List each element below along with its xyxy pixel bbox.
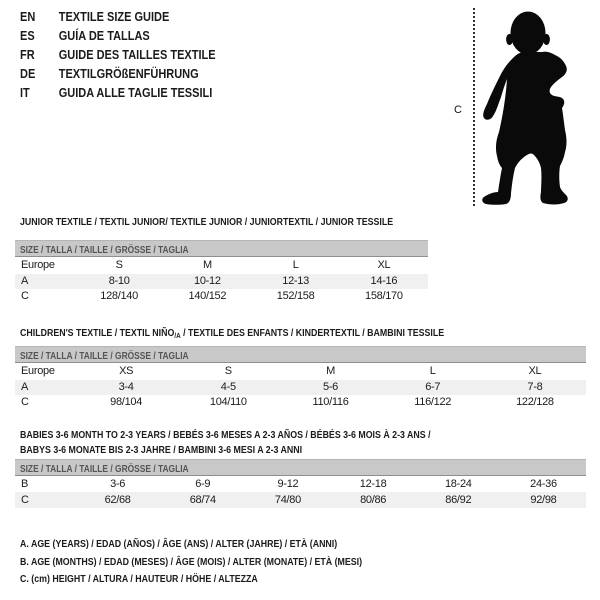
table-cell: 158/170 — [365, 290, 403, 302]
size-header-bar: SIZE / TALLA / TAILLE / GRÖSSE / TAGLIA — [15, 346, 586, 363]
table-cell: 9-12 — [277, 478, 299, 490]
language-row: IT GUIDA ALLE TAGLIE TESSILI — [20, 84, 216, 103]
language-code: EN — [20, 10, 36, 24]
height-measure-dotted-line — [473, 8, 475, 206]
size-column-header: S — [115, 259, 123, 271]
size-header-text: SIZE / TALLA / TAILLE / GRÖSSE / TAGLIA — [20, 245, 189, 256]
junior-table-title-text: JUNIOR TEXTILE / TEXTIL JUNIOR/ TEXTILE … — [20, 216, 394, 228]
table-row-age: A 3-4 4-5 5-6 6-7 7-8 — [15, 380, 586, 395]
table-cell: 68/74 — [189, 494, 216, 506]
children-table-title-text: / TEXTILE DES ENFANTS / KINDERTEXTIL / B… — [180, 327, 445, 339]
babies-size-table: SIZE / TALLA / TAILLE / GRÖSSE / TAGLIA … — [15, 459, 586, 508]
column-header-row: Europe S M L XL — [15, 257, 428, 274]
size-column-header: M — [326, 365, 335, 377]
size-header-bar: SIZE / TALLA / TAILLE / GRÖSSE / TAGLIA — [15, 459, 586, 476]
table-cell: 152/158 — [276, 290, 315, 302]
language-row: FR GUIDE DES TAILLES TEXTILE — [20, 46, 216, 65]
table-cell: 104/110 — [209, 396, 247, 408]
table-cell: 10-12 — [194, 275, 221, 287]
table-cell: 5-6 — [323, 381, 338, 393]
language-title: GUIDE DES TAILLES TEXTILE — [58, 48, 216, 62]
table-row-age: A 8-10 10-12 12-13 14-16 — [15, 274, 428, 289]
size-column-header: S — [224, 365, 232, 377]
language-row: DE TEXTILGRÖßENFÜHRUNG — [20, 65, 216, 84]
row-label: Europe — [21, 365, 55, 377]
language-title: GUIDA ALLE TAGLIE TESSILI — [58, 86, 213, 100]
size-header-text: SIZE / TALLA / TAILLE / GRÖSSE / TAGLIA — [20, 351, 189, 362]
row-label: A — [21, 275, 29, 287]
column-header-row: Europe XS S M L XL — [15, 363, 586, 380]
table-cell: 4-5 — [220, 381, 236, 393]
language-row: ES GUÍA DE TALLAS — [20, 27, 216, 46]
size-column-header: XS — [119, 365, 134, 377]
children-table-title: CHILDREN'S TEXTILE / TEXTIL NIÑO/A / TEX… — [20, 326, 444, 343]
table-cell: 3-6 — [110, 478, 126, 490]
language-code: IT — [20, 86, 30, 100]
table-cell: 110/116 — [312, 396, 349, 408]
table-cell: 98/104 — [110, 396, 143, 408]
table-cell: 122/128 — [516, 396, 554, 408]
junior-size-table: SIZE / TALLA / TAILLE / GRÖSSE / TAGLIA … — [15, 240, 428, 304]
babies-table-title-line2: BABYS 3-6 MONATE BIS 2-3 JAHRE / BAMBINI… — [20, 444, 303, 456]
language-code: DE — [20, 67, 36, 81]
row-label: A — [21, 381, 29, 393]
children-size-table: SIZE / TALLA / TAILLE / GRÖSSE / TAGLIA … — [15, 346, 586, 410]
row-label: C — [21, 494, 29, 506]
table-cell: 74/80 — [274, 494, 301, 506]
language-title-list: EN TEXTILE SIZE GUIDE ES GUÍA DE TALLAS … — [20, 8, 216, 103]
table-cell: 18-24 — [444, 478, 472, 490]
row-label: Europe — [21, 259, 55, 271]
table-cell: 14-16 — [370, 275, 398, 287]
size-column-header: L — [292, 259, 299, 271]
children-title-subscript: /A — [174, 331, 181, 340]
language-title: TEXTILGRÖßENFÜHRUNG — [58, 67, 199, 81]
children-table-title-text: CHILDREN'S TEXTILE / TEXTIL NIÑO — [20, 327, 175, 339]
table-cell: 24-36 — [530, 478, 557, 490]
table-cell: 6-9 — [195, 478, 211, 490]
table-cell: 6-7 — [425, 381, 441, 393]
row-label: B — [21, 478, 29, 490]
table-row-height: C 128/140 140/152 152/158 158/170 — [15, 289, 428, 304]
table-cell: 128/140 — [100, 290, 138, 302]
language-code: ES — [20, 29, 35, 43]
table-cell: 86/92 — [445, 494, 472, 506]
table-cell: 8-10 — [108, 275, 130, 287]
size-column-header: XL — [377, 259, 391, 271]
row-label: C — [21, 290, 29, 302]
size-header-text: SIZE / TALLA / TAILLE / GRÖSSE / TAGLIA — [20, 464, 189, 475]
table-row-age-months: B 3-6 6-9 9-12 12-18 18-24 24-36 — [15, 476, 586, 492]
footnote-height: C. (cm) HEIGHT / ALTURA / HAUTEUR / HÖHE… — [20, 573, 258, 585]
table-cell: 62/68 — [104, 494, 131, 506]
table-cell: 92/98 — [530, 494, 557, 506]
language-title: GUÍA DE TALLAS — [58, 29, 150, 43]
size-column-header: XL — [528, 365, 542, 377]
toddler-silhouette-icon — [482, 11, 568, 205]
table-cell: 116/122 — [414, 396, 452, 408]
height-measure-label: C — [454, 104, 462, 116]
size-column-header: L — [429, 365, 436, 377]
table-cell: 80/86 — [360, 494, 387, 506]
table-cell: 12-18 — [359, 478, 387, 490]
footnote-legend: A. AGE (YEARS) / EDAD (AÑOS) / ÂGE (ANS)… — [20, 536, 362, 589]
table-cell: 12-13 — [282, 275, 309, 287]
row-label: C — [21, 396, 29, 408]
table-cell: 7-8 — [527, 381, 543, 393]
babies-table-title: BABIES 3-6 MONTH TO 2-3 YEARS / BEBÉS 3-… — [20, 428, 431, 458]
babies-table-title-line1: BABIES 3-6 MONTH TO 2-3 YEARS / BEBÉS 3-… — [20, 429, 431, 441]
table-row-height: C 98/104 104/110 110/116 116/122 122/128 — [15, 395, 586, 410]
footnote-age-months: B. AGE (MONTHS) / EDAD (MESES) / ÂGE (MO… — [20, 555, 363, 568]
table-row-height: C 62/68 68/74 74/80 80/86 86/92 92/98 — [15, 492, 586, 508]
size-header-bar: SIZE / TALLA / TAILLE / GRÖSSE / TAGLIA — [15, 240, 428, 257]
table-cell: 140/152 — [188, 290, 227, 302]
size-column-header: M — [202, 259, 212, 271]
language-title: TEXTILE SIZE GUIDE — [58, 10, 170, 24]
junior-table-title: JUNIOR TEXTILE / TEXTIL JUNIOR/ TEXTILE … — [20, 215, 393, 230]
footnote-age-years: A. AGE (YEARS) / EDAD (AÑOS) / ÂGE (ANS)… — [20, 538, 338, 550]
table-cell: 3-4 — [118, 381, 134, 393]
language-code: FR — [20, 48, 35, 62]
language-row: EN TEXTILE SIZE GUIDE — [20, 8, 216, 27]
